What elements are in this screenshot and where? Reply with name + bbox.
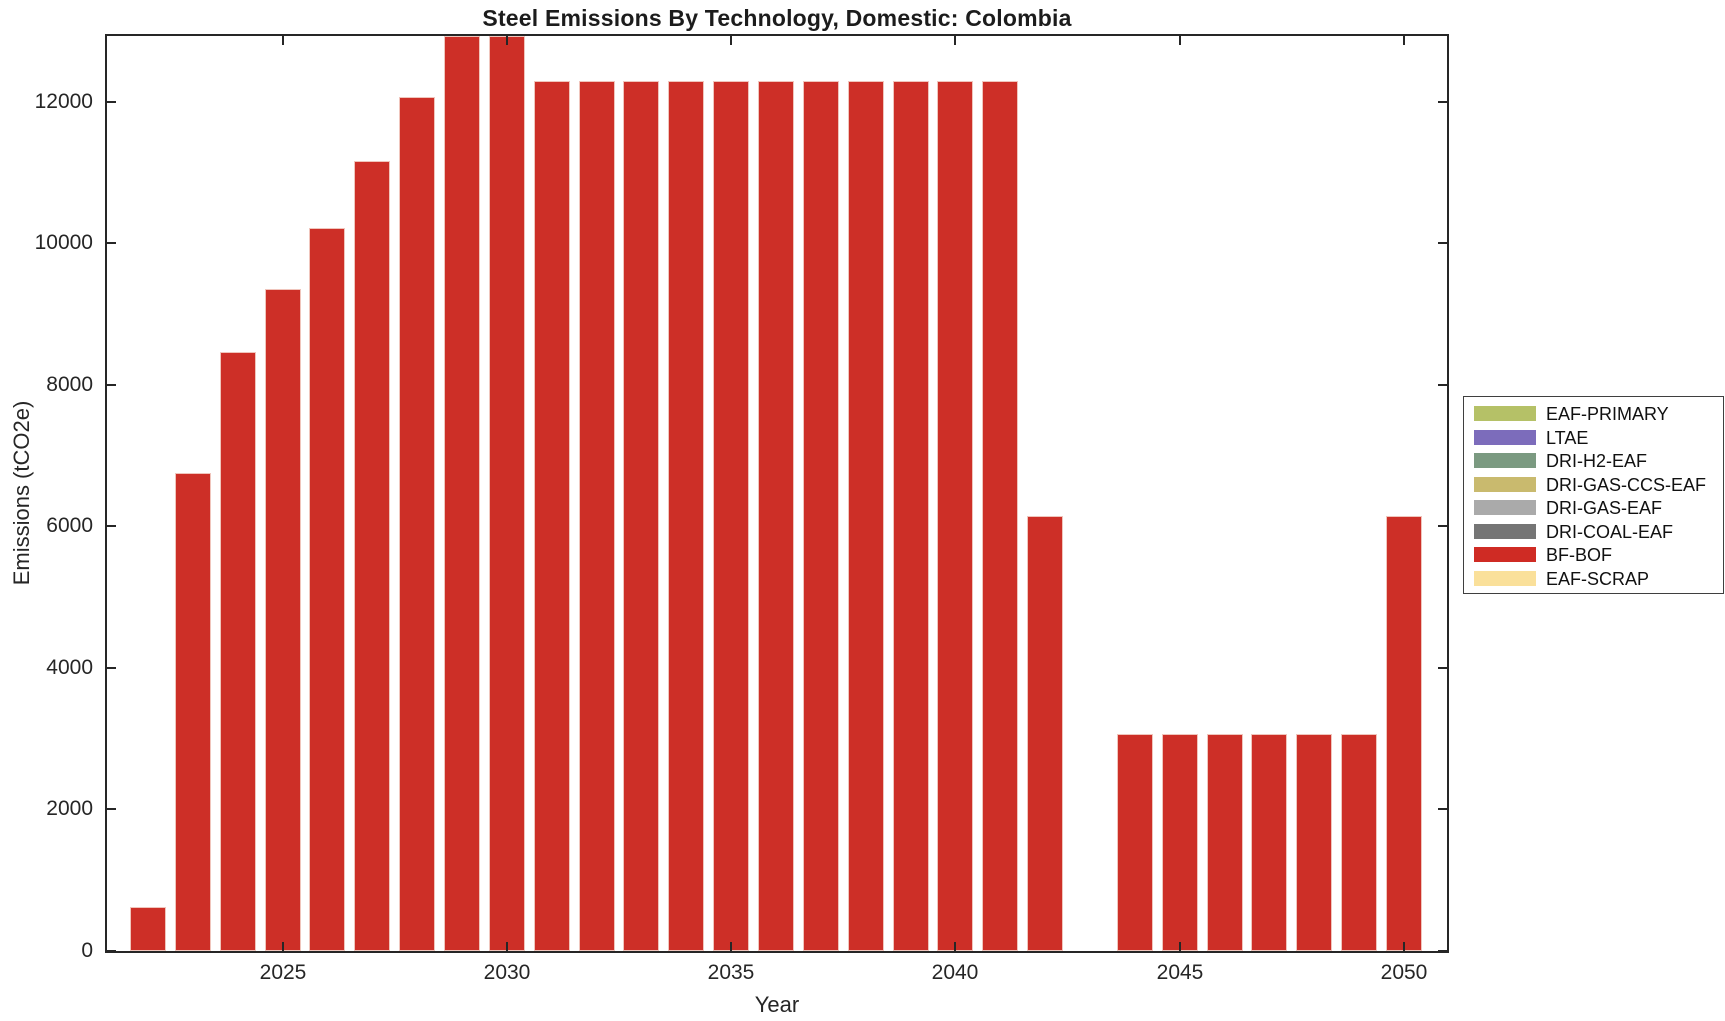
bar-2035 [713,81,749,951]
legend: EAF-PRIMARY LTAE DRI-H2-EAF DRI-GAS-CCS-EAF… [1463,396,1724,594]
legend-swatch [1474,547,1536,562]
y-tick-label: 0 [81,939,93,962]
y-tick-label: 4000 [46,656,93,679]
y-tick-mark [107,808,116,810]
legend-swatch [1474,500,1536,515]
y-tick-label: 2000 [46,797,93,820]
bar-2028 [399,97,435,951]
x-tick-mark [730,942,732,951]
bar-2040 [937,81,973,951]
bar-2041 [982,81,1018,951]
legend-label: EAF-PRIMARY [1546,404,1669,424]
bar-2030 [489,36,525,951]
y-axis-label: Emissions (tCO2e) [9,400,34,586]
x-tick-mark [1403,942,1405,951]
bar-2026 [309,228,345,951]
legend-item: DRI-COAL-EAF [1464,520,1723,544]
y-tick-mark [1438,242,1447,244]
legend-item: DRI-H2-EAF [1464,449,1723,473]
bar-2044 [1117,734,1153,951]
bar-2036 [758,81,794,951]
bar-2042 [1027,516,1063,951]
x-tick-label: 2025 [259,961,307,984]
bar-2046 [1207,734,1243,951]
legend-label: DRI-GAS-CCS-EAF [1546,474,1707,495]
x-tick-mark [954,36,956,45]
bar-2045 [1162,734,1198,951]
x-tick-label: 2030 [483,961,531,984]
y-tick-label: 8000 [46,373,93,396]
y-tick-mark [107,384,116,386]
legend-item: BF-BOF [1464,543,1723,567]
y-tick-mark [1438,525,1447,527]
legend-swatch [1474,523,1536,539]
x-tick-mark [954,942,956,951]
x-axis-label: Year [754,992,800,1017]
legend-swatch [1474,429,1536,445]
bar-2048 [1296,734,1332,951]
legend-item: DRI-GAS-CCS-EAF [1464,473,1723,497]
bar-2047 [1251,734,1287,951]
legend-label: LTAE [1546,427,1589,448]
chart-title: Steel Emissions By Technology, Domestic:… [482,5,1072,31]
bar-2029 [444,36,480,951]
bar-2022 [130,907,166,951]
legend-label: DRI-GAS-EAF [1546,498,1663,518]
bar-2032 [579,81,615,951]
x-tick-mark [1179,942,1181,951]
y-tick-mark [1438,101,1447,103]
bar-2025 [265,289,301,951]
bar-2034 [668,81,704,951]
bar-2038 [848,81,884,951]
bar-2023 [175,473,211,951]
x-tick-label: 2040 [931,961,979,984]
y-tick-mark [1438,808,1447,810]
y-tick-mark [1438,667,1447,669]
x-tick-mark [506,36,508,45]
legend-item: EAF-SCRAP [1464,567,1723,591]
legend-label: BF-BOF [1546,545,1612,565]
legend-item: EAF-PRIMARY [1464,402,1723,426]
x-tick-mark [282,942,284,951]
x-tick-label: 2045 [1156,961,1204,984]
x-tick-mark [1403,36,1405,45]
y-tick-mark [107,667,116,669]
legend-label: DRI-H2-EAF [1546,451,1648,471]
legend-swatch [1474,406,1536,421]
bar-2027 [354,161,390,951]
bar-2039 [893,81,929,951]
x-tick-mark [1179,36,1181,45]
plot-area [105,34,1449,953]
x-tick-label: 2050 [1380,961,1428,984]
bar-2050 [1386,516,1422,951]
y-tick-mark [107,101,116,103]
legend-item: LTAE [1464,426,1723,450]
bar-2037 [803,81,839,951]
x-tick-mark [730,36,732,45]
x-tick-mark [506,942,508,951]
y-tick-mark [1438,950,1447,952]
x-tick-label: 2035 [707,961,755,984]
bar-2049 [1341,734,1377,951]
bar-2031 [534,81,570,951]
y-tick-mark [107,242,116,244]
y-tick-mark [107,525,116,527]
legend-swatch [1474,453,1536,468]
y-tick-mark [107,950,116,952]
bar-2024 [220,352,256,951]
y-tick-label: 10000 [34,231,93,254]
legend-item: DRI-GAS-EAF [1464,496,1723,520]
legend-swatch [1474,570,1536,586]
bar-2033 [623,81,659,951]
legend-label: EAF-SCRAP [1546,568,1650,589]
y-tick-mark [1438,384,1447,386]
legend-label: DRI-COAL-EAF [1546,521,1674,542]
y-tick-label: 6000 [46,514,93,537]
y-tick-label: 12000 [34,90,93,113]
legend-swatch [1474,476,1536,492]
x-tick-mark [282,36,284,45]
